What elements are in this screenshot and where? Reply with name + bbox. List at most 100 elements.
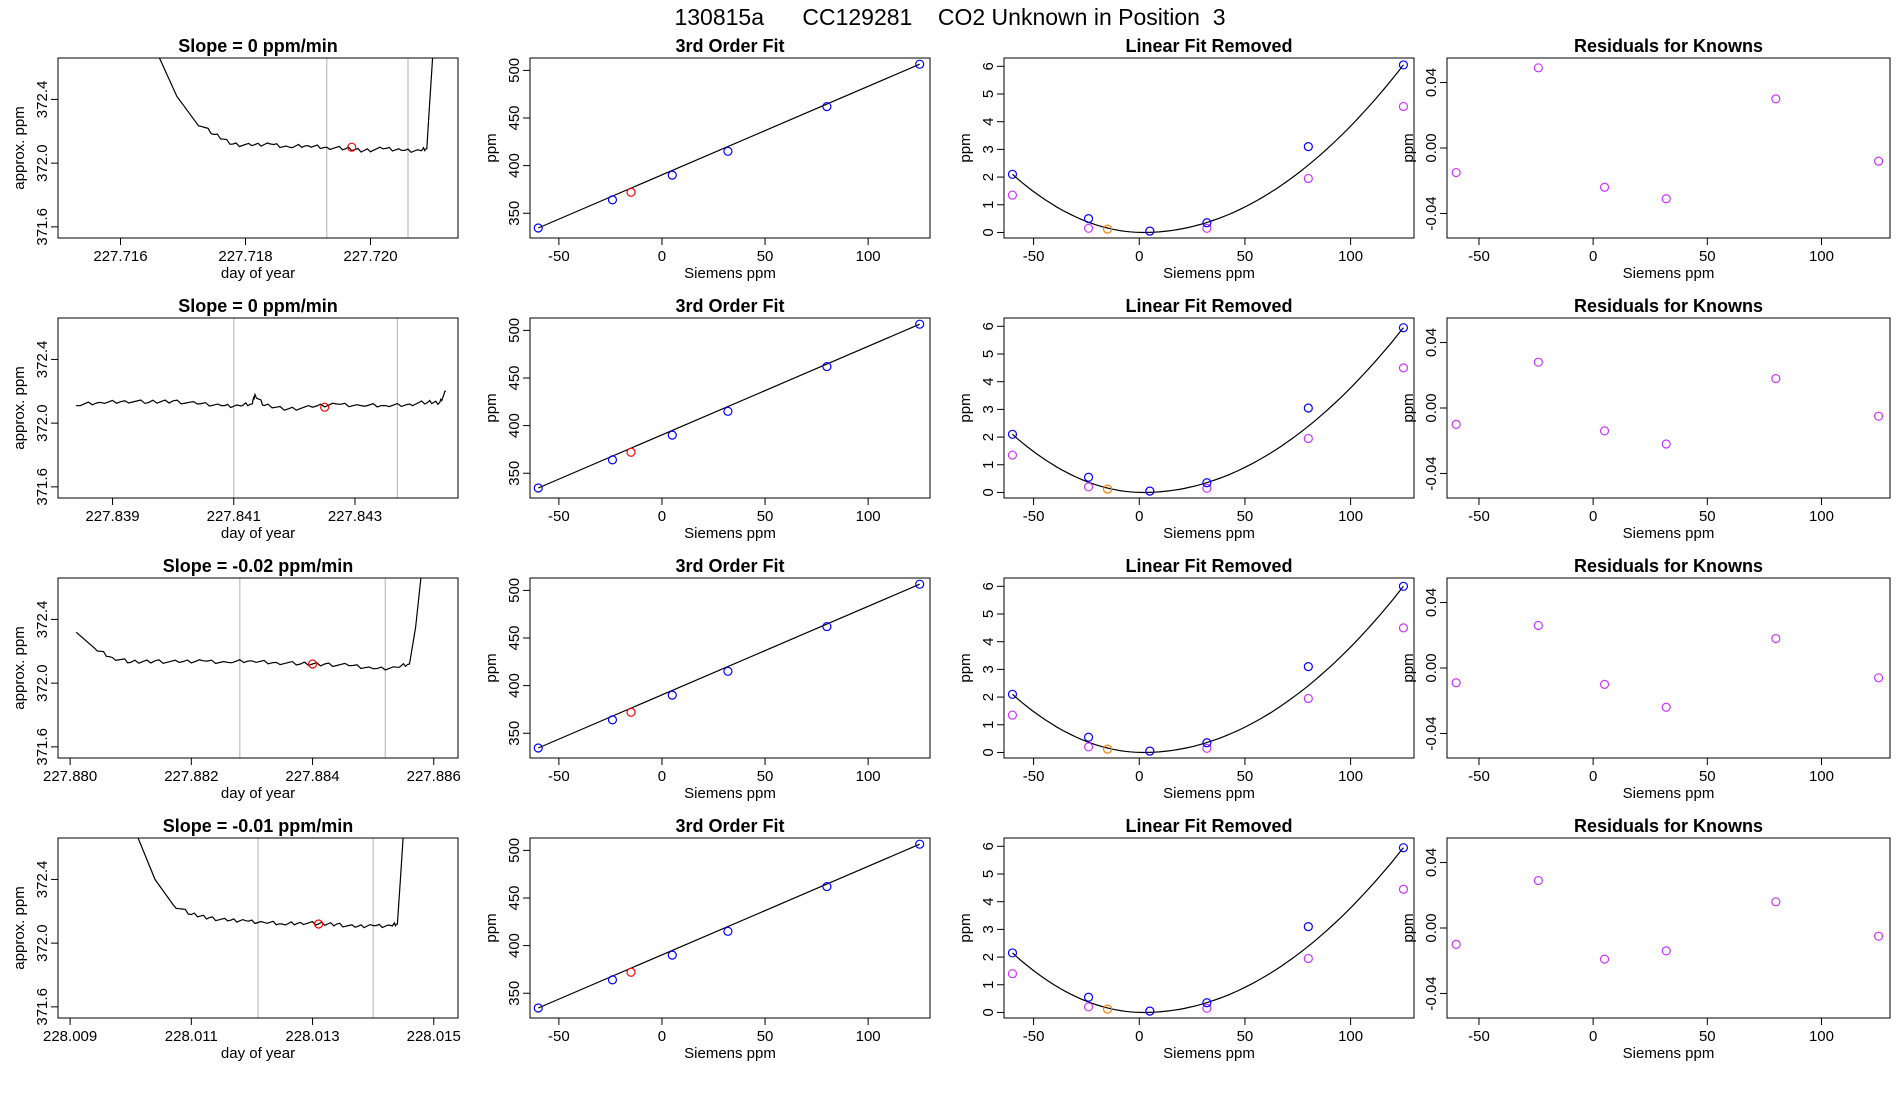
y-tick-label: 400: [506, 153, 523, 178]
x-axis-label: Siemens ppm: [1623, 525, 1715, 542]
unknown-mean-point: [320, 402, 330, 412]
secondary-point: [1007, 969, 1018, 979]
known-standard-point: [915, 579, 925, 589]
x-tick-label: 0: [1135, 768, 1143, 785]
known-standard-point: [1145, 1006, 1155, 1016]
x-tick-label: 50: [757, 1028, 774, 1045]
known-standard-point: [667, 170, 677, 180]
x-tick-label: 50: [1237, 768, 1254, 785]
plot-area: [1007, 323, 1409, 496]
plot-frame: [529, 837, 931, 1019]
residual-point: [1451, 167, 1461, 178]
panel-title: 3rd Order Fit: [675, 816, 784, 836]
known-standard-point: [915, 319, 925, 329]
unknown-mean-point: [314, 919, 324, 929]
y-axis-label: ppm: [483, 913, 500, 942]
plot-area: [533, 839, 925, 1013]
secondary-point: [1398, 884, 1409, 894]
known-standard-point: [667, 950, 677, 960]
y-tick-label: 450: [506, 885, 523, 910]
panel-title: 3rd Order Fit: [675, 36, 784, 56]
residual-point: [1599, 182, 1610, 192]
y-tick-label: 5: [980, 350, 997, 358]
known-standard-point: [723, 406, 733, 416]
secondary-point: [1083, 742, 1094, 752]
y-axis-label: ppm: [483, 653, 500, 682]
y-tick-label: 5: [980, 870, 997, 878]
residual-point: [1771, 633, 1781, 644]
x-tick-label: 0: [1135, 248, 1143, 265]
y-tick-label: 450: [506, 625, 523, 650]
residual-point: [1533, 620, 1543, 631]
y-axis-label: approx. ppm: [11, 626, 28, 709]
known-standard-point: [1202, 998, 1212, 1008]
panel-title: Residuals for Knowns: [1574, 816, 1763, 836]
y-axis-label: ppm: [1400, 393, 1417, 422]
secondary-point: [1398, 623, 1409, 633]
known-standard-point: [533, 1003, 543, 1013]
secondary-point: [1303, 693, 1313, 704]
known-standard-point: [607, 195, 618, 205]
y-tick-label: 5: [980, 610, 997, 618]
panel-title: Linear Fit Removed: [1125, 556, 1292, 576]
panel-0-2: Linear Fit Removed -50 0 50 100 0 1 2 3 4 5 6 Siemen…: [957, 36, 1415, 282]
known-standard-point: [723, 146, 733, 156]
x-tick-label: 228.011: [165, 1028, 218, 1045]
plot-frame: [57, 57, 459, 239]
y-tick-label: 0.04: [1423, 848, 1440, 877]
x-tick-label: 0: [1589, 1028, 1597, 1045]
panel-3-1: 3rd Order Fit -50 0 50 100 350 400 450 500 Siemen…: [483, 816, 931, 1062]
known-standard-point: [1303, 922, 1313, 932]
residual-point: [1661, 946, 1671, 956]
y-tick-label: 1: [980, 721, 997, 729]
panel-title: Slope = -0.01 ppm/min: [163, 816, 354, 836]
x-tick-label: 100: [1338, 1028, 1363, 1045]
residual-point: [1771, 94, 1781, 104]
plot-area: [1451, 357, 1884, 449]
plot-frame: [57, 837, 459, 1019]
x-tick-label: 227.841: [207, 508, 261, 525]
unknown-point: [626, 967, 636, 977]
plot-frame: [57, 317, 459, 499]
x-tick-label: 100: [856, 1028, 881, 1045]
secondary-point: [1083, 1002, 1094, 1012]
panel-title: Linear Fit Removed: [1125, 296, 1292, 316]
known-standard-point: [822, 881, 832, 892]
y-axis-label: ppm: [1400, 913, 1417, 942]
x-axis-label: Siemens ppm: [1623, 785, 1715, 802]
panel-1-2: Linear Fit Removed -50 0 50 100 0 1 2 3 4 5 6 Siemen…: [957, 296, 1415, 542]
y-axis-label: ppm: [957, 913, 974, 942]
x-tick-label: 0: [658, 248, 666, 265]
unknown-mean-point: [347, 142, 357, 152]
y-tick-label: 500: [506, 318, 523, 343]
known-standard-point: [822, 361, 832, 372]
concentration-trace: [76, 390, 446, 411]
x-tick-label: -50: [1468, 508, 1490, 525]
x-tick-label: 100: [856, 768, 881, 785]
y-tick-label: 0.00: [1423, 133, 1440, 162]
x-tick-label: 50: [1699, 508, 1716, 525]
residual-point: [1873, 931, 1884, 941]
known-standard-point: [723, 666, 733, 676]
residual-point: [1873, 411, 1884, 421]
y-tick-label: 1: [980, 201, 997, 209]
x-axis-label: Siemens ppm: [1163, 785, 1255, 802]
y-axis-label: ppm: [1400, 653, 1417, 682]
x-tick-label: 0: [1135, 1028, 1143, 1045]
secondary-point: [1202, 483, 1212, 493]
plot-area: [1007, 581, 1409, 756]
unknown-point: [1102, 484, 1113, 494]
plot-area: [1007, 60, 1409, 236]
x-tick-label: 0: [1135, 508, 1143, 525]
known-standard-point: [1145, 486, 1155, 496]
panel-2-1: 3rd Order Fit -50 0 50 100 350 400 450 500 Siemen…: [483, 556, 931, 802]
known-standard-point: [1007, 429, 1018, 439]
panel-title: 3rd Order Fit: [675, 556, 784, 576]
x-tick-label: 228.015: [407, 1028, 461, 1045]
known-standard-point: [1007, 169, 1018, 179]
plot-frame: [1003, 577, 1415, 759]
known-standard-point: [533, 483, 543, 493]
unknown-point: [1102, 1004, 1113, 1014]
residual-point: [1771, 897, 1781, 907]
fit-curve: [1012, 847, 1404, 1014]
